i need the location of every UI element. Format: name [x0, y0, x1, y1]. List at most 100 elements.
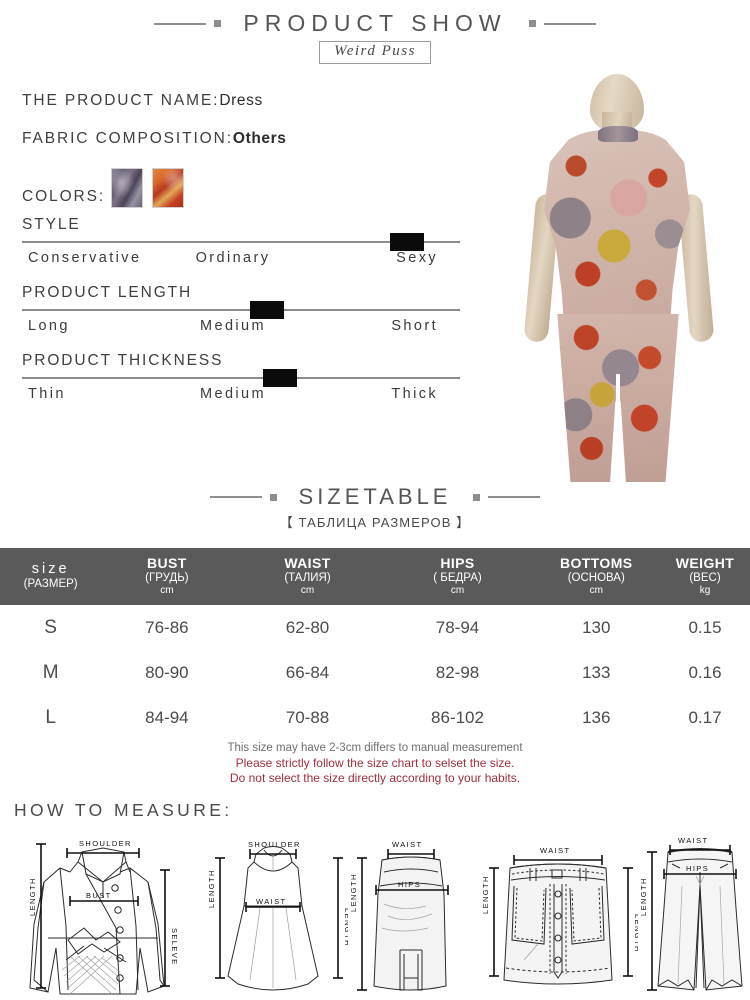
product-name-value: Dress [219, 92, 263, 109]
denim-skirt-label-waist: WAIST [540, 846, 570, 855]
slider-product-thickness-labels: Thin Medium Thick [22, 386, 460, 402]
header-dash-left [154, 22, 207, 25]
size-table-head: size (РАЗМЕР) BUST (ГРУДЬ) cm WAIST (ТАЛ… [0, 548, 750, 605]
slider-product-length-option-0[interactable]: Long [28, 318, 70, 334]
size-table-header-size: size (РАЗМЕР) [0, 548, 101, 605]
skirt-label-waist: WAIST [392, 840, 422, 849]
slider-product-length-title: PRODUCT LENGTH [22, 284, 193, 301]
size-table-header-hips: HIPS ( БЕДРА) cm [383, 548, 533, 605]
cell-weight: 0.16 [688, 662, 722, 682]
diagram-dress: SHOULDER WAIST LENGTH LENGTH [198, 828, 348, 1000]
pants-label-length: LENGTH [639, 877, 648, 916]
header-size-main: size [31, 561, 70, 578]
cell-size: S [44, 616, 57, 638]
coat-label-length: LENGTH [28, 877, 37, 916]
slider-style-option-2[interactable]: Sexy [396, 250, 439, 266]
coat-label-seleve: SELEVE [170, 928, 179, 966]
fabric-composition-label: FABRIC COMPOSITION: [22, 130, 233, 147]
header-hips-unit: cm [450, 584, 465, 596]
header-square-right [528, 20, 536, 27]
slider-style-title: STYLE [22, 216, 81, 233]
slider-product-thickness-option-0[interactable]: Thin [28, 386, 66, 402]
slider-style-track[interactable] [22, 233, 460, 251]
dress-label-length-left: LENGTH [207, 869, 216, 908]
slider-product-length-knob[interactable] [249, 301, 284, 319]
cell-waist: 62-80 [285, 617, 330, 637]
header-hips-ru: ( БЕДРА) [433, 571, 482, 584]
mannequin-figure [486, 74, 750, 484]
brand-name: Weird Puss [319, 41, 431, 64]
coat-label-bust: BUST [86, 891, 112, 900]
sizetable-square-left [269, 493, 277, 501]
header-bottoms-unit: cm [589, 584, 603, 596]
fabric-composition-value: Others [232, 130, 287, 147]
header-weight-unit: kg [699, 584, 711, 596]
cell-size: M [42, 661, 59, 683]
slider-product-thickness-knob[interactable] [262, 369, 297, 387]
header-size-ru: (РАЗМЕР) [23, 577, 78, 590]
header-dash-right [543, 22, 596, 25]
product-spec-block: THE PRODUCT NAME:Dress FABRIC COMPOSITIO… [22, 92, 462, 420]
size-table-header-bottoms: BOTTOMS (ОСНОВА) cm [533, 548, 661, 605]
color-swatch-orange[interactable] [152, 168, 185, 208]
slider-product-length-option-2[interactable]: Short [391, 318, 439, 334]
size-table-body: S 76-86 62-80 78-94 130 0.15 M 80-90 66-… [0, 605, 750, 740]
skirt-label-hips: HIPS [398, 880, 421, 889]
garment-collar [598, 126, 638, 142]
cell-bottoms: 130 [582, 617, 611, 637]
header-bust-ru: (ГРУДЬ) [145, 571, 189, 584]
header-weight-main: WEIGHT [675, 555, 735, 571]
cell-weight: 0.15 [688, 617, 722, 637]
note-manual-measurement: This size may have 2-3cm differs to manu… [227, 742, 523, 754]
cell-bust: 76-86 [145, 617, 189, 637]
slider-product-length-option-1[interactable]: Medium [200, 318, 266, 334]
coat-illustration: SHOULDER BUST LENGTH SELEVE [28, 839, 179, 995]
mannequin-leg-gap [616, 374, 620, 482]
slider-product-length-labels: Long Medium Short [22, 318, 460, 334]
dress-illustration: SHOULDER WAIST LENGTH LENGTH [207, 840, 348, 991]
header-bust-main: BUST [147, 555, 187, 571]
slider-product-length-track[interactable] [22, 301, 460, 319]
cell-bust: 84-94 [145, 707, 189, 727]
slider-style-option-0[interactable]: Conservative [28, 250, 142, 266]
slider-style-knob[interactable] [389, 233, 424, 251]
page-title: PRODUCT SHOW [243, 10, 507, 36]
fabric-composition-line: FABRIC COMPOSITION:Others [22, 130, 462, 148]
cell-bottoms: 133 [582, 662, 611, 682]
table-row: L 84-94 70-88 86-102 136 0.17 [0, 695, 750, 740]
header-hips-main: HIPS [440, 555, 475, 571]
measure-diagrams: SHOULDER BUST LENGTH SELEVE [8, 828, 750, 1000]
denim-skirt-illustration: WAIST LENGTH LENGTH [481, 846, 638, 985]
header-bottoms-ru: (ОСНОВА) [567, 571, 625, 584]
cell-weight: 0.17 [688, 707, 722, 727]
colors-row: COLORS: [22, 168, 462, 208]
sizetable-title-row: SIZETABLE [0, 484, 750, 510]
product-photo[interactable] [486, 74, 750, 484]
pants-label-hips: HIPS [686, 864, 709, 873]
header-waist-main: WAIST [284, 555, 331, 571]
slider-product-thickness-option-1[interactable]: Medium [200, 386, 266, 402]
slider-product-thickness-track[interactable] [22, 369, 460, 387]
size-notes: This size may have 2-3cm differs to manu… [0, 742, 750, 785]
note-follow-chart: Please strictly follow the size chart to… [235, 756, 515, 770]
cell-waist: 70-88 [285, 707, 330, 727]
cell-hips: 78-94 [435, 617, 480, 637]
pants-illustration: WAIST HIPS LENGTH [639, 836, 743, 991]
product-name-label: THE PRODUCT NAME: [22, 92, 220, 109]
denim-skirt-label-length-right: LENGTH [633, 914, 638, 953]
slider-style-labels: Conservative Ordinary Sexy [22, 250, 460, 266]
header-square-left [214, 20, 222, 27]
dress-label-waist: WAIST [256, 897, 286, 906]
colors-label: COLORS: [22, 188, 106, 205]
diagram-coat: SHOULDER BUST LENGTH SELEVE [8, 828, 198, 1000]
how-to-measure-title: HOW TO MEASURE: [14, 800, 233, 820]
header-waist-ru: (ТАЛИЯ) [284, 571, 331, 584]
header-weight-ru: (ВЕС) [689, 571, 721, 584]
sizetable-header: SIZETABLE 【 ТАБЛИЦА РАЗМЕРОВ 】 [0, 484, 750, 531]
slider-product-thickness-option-2[interactable]: Thick [391, 386, 439, 402]
slider-style-option-1[interactable]: Ordinary [195, 250, 271, 266]
cell-hips: 82-98 [435, 662, 480, 682]
table-row: S 76-86 62-80 78-94 130 0.15 [0, 605, 750, 650]
cell-bottoms: 136 [582, 707, 611, 727]
color-swatch-purple[interactable] [111, 168, 144, 208]
